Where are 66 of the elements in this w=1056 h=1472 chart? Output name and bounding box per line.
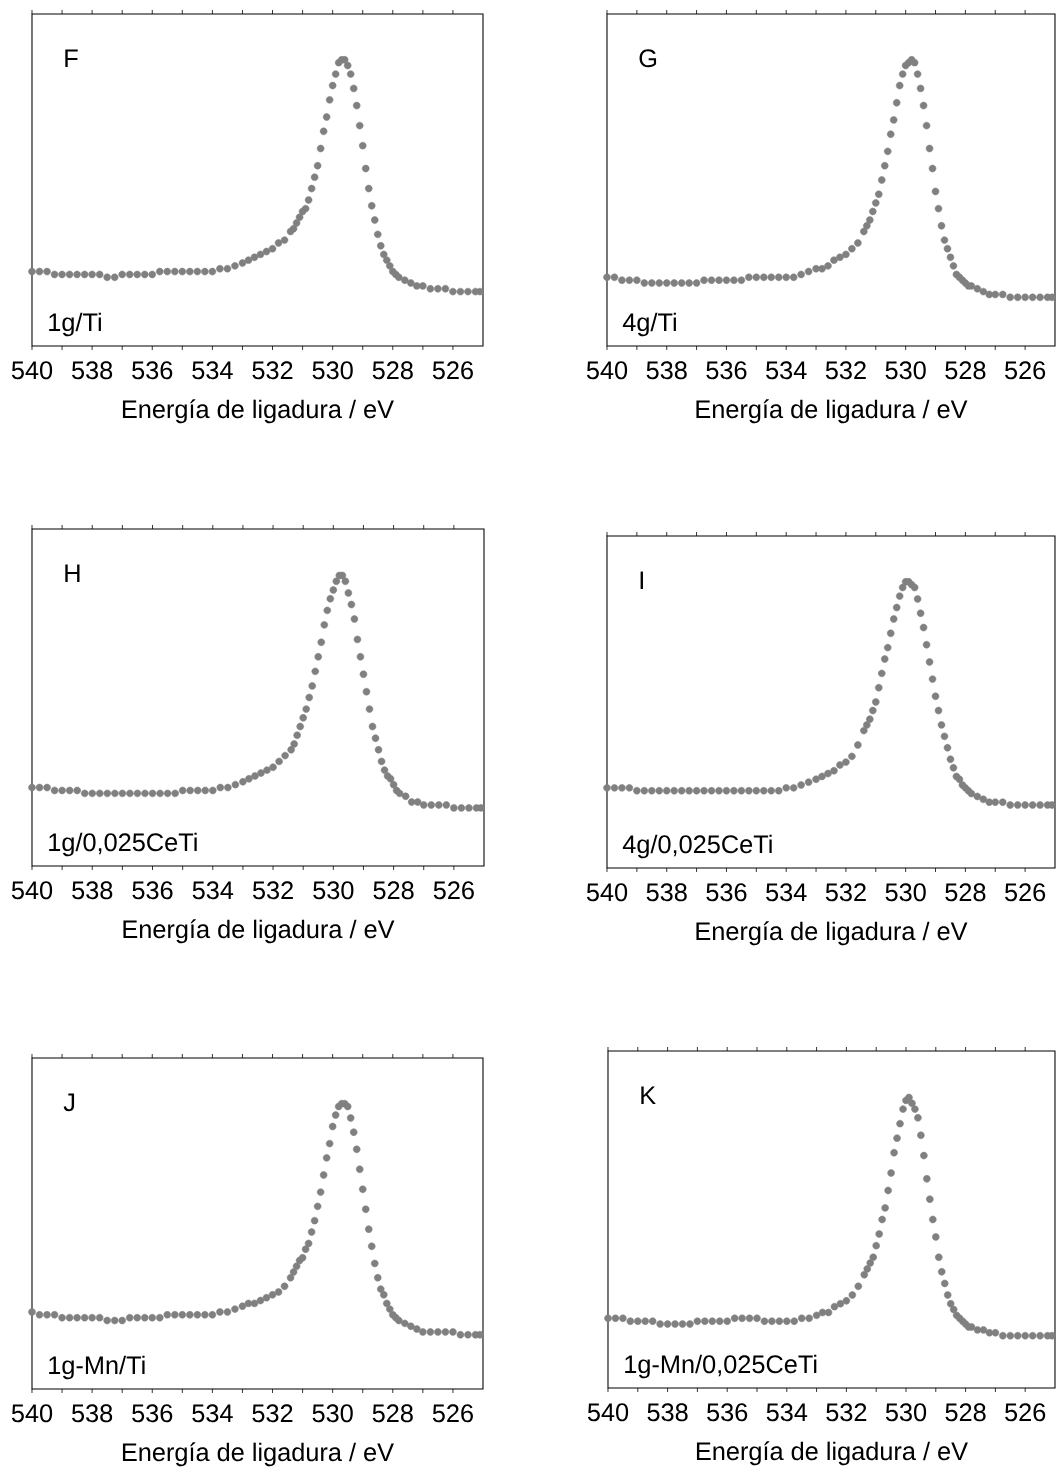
x-tick-label: 528: [945, 361, 986, 380]
x-tick-label: 538: [647, 1403, 688, 1422]
x-tick-label: 530: [885, 883, 926, 902]
x-tick-label: 526: [1005, 1403, 1046, 1422]
x-axis-title: Energía de ligadura / eV: [122, 399, 394, 424]
x-tick-label: 540: [586, 361, 628, 380]
annotation: 1g-Mn/Ti: [49, 1355, 145, 1380]
x-axis-title: Energía de ligadura / eV: [696, 1441, 968, 1466]
x-tick-label: 530: [885, 1403, 927, 1422]
chart-title: K: [641, 1086, 656, 1104]
x-tick-label: 528: [945, 883, 986, 902]
x-tick-label: 532: [825, 883, 866, 902]
x-tick-label: 532: [826, 1403, 867, 1422]
x-tick-label: 532: [825, 361, 866, 380]
chart-title: I: [640, 571, 643, 589]
x-tick-label: 526: [432, 361, 473, 380]
x-tick-label: 530: [312, 1404, 353, 1423]
x-tick-label: 540: [11, 881, 53, 900]
annotation: 4g/Ti: [622, 312, 676, 337]
x-tick-label: 538: [72, 881, 113, 900]
x-tick-label: 538: [72, 361, 113, 380]
x-axis-title: Energía de ligadura / eV: [123, 919, 395, 944]
x-tick-label: 526: [1004, 361, 1046, 380]
chart-title: F: [65, 49, 78, 67]
x-tick-label: 536: [707, 1403, 748, 1422]
x-tick-label: 538: [646, 361, 687, 380]
annotation: 1g-Mn/0,025CeTi: [625, 1354, 817, 1379]
x-axis-title: Energía de ligadura / eV: [696, 399, 968, 424]
x-tick-label: 528: [372, 1404, 413, 1423]
x-tick-label: 534: [192, 881, 234, 900]
x-axis-title: Energía de ligadura / eV: [696, 921, 968, 946]
x-tick-label: 536: [132, 361, 173, 380]
x-tick-label: 526: [433, 881, 474, 900]
x-tick-label: 528: [373, 881, 414, 900]
x-tick-label: 540: [586, 883, 628, 902]
x-tick-label: 532: [252, 1404, 293, 1423]
x-tick-label: 540: [11, 1404, 53, 1423]
x-tick-label: 540: [11, 361, 53, 380]
x-tick-label: 534: [766, 1403, 808, 1422]
x-tick-label: 526: [432, 1404, 473, 1423]
x-tick-label: 540: [587, 1403, 629, 1422]
x-tick-label: 530: [313, 881, 354, 900]
x-axis-title: Energía de ligadura / eV: [122, 1442, 394, 1467]
x-tick-label: 538: [72, 1404, 113, 1423]
chart-title: H: [65, 564, 80, 582]
x-tick-label: 534: [192, 1404, 233, 1423]
x-tick-label: 526: [1004, 883, 1046, 902]
x-tick-label: 534: [192, 361, 233, 380]
x-tick-label: 532: [252, 361, 293, 380]
x-tick-label: 528: [945, 1403, 986, 1422]
x-tick-label: 536: [132, 1404, 173, 1423]
x-tick-label: 528: [372, 361, 413, 380]
x-tick-label: 536: [706, 361, 747, 380]
x-tick-label: 536: [132, 881, 173, 900]
x-tick-label: 534: [766, 361, 807, 380]
x-tick-label: 532: [252, 881, 293, 900]
annotation: 1g/0,025CeTi: [49, 832, 197, 857]
annotation: 1g/Ti: [49, 312, 101, 337]
annotation: 4g/0,025CeTi: [622, 834, 772, 859]
chart-title: J: [63, 1093, 75, 1112]
x-tick-label: 534: [766, 883, 807, 902]
x-tick-label: 538: [646, 883, 687, 902]
x-tick-label: 530: [885, 361, 926, 380]
x-tick-label: 536: [706, 883, 747, 902]
chart-title: G: [639, 49, 657, 68]
x-tick-label: 530: [312, 361, 353, 380]
